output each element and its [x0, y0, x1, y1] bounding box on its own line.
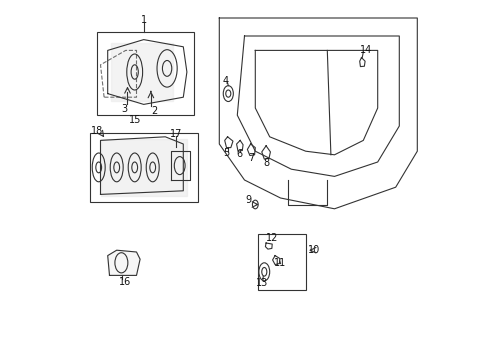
- Text: 13: 13: [255, 278, 267, 288]
- Text: 16: 16: [118, 276, 130, 287]
- Text: 12: 12: [265, 233, 278, 243]
- Bar: [97, 32, 194, 115]
- Bar: [257, 234, 306, 290]
- Text: 3: 3: [121, 104, 127, 114]
- Text: 9: 9: [244, 195, 251, 205]
- Text: 10: 10: [307, 245, 320, 255]
- Text: 8: 8: [263, 158, 269, 168]
- Text: 15: 15: [128, 114, 141, 125]
- Text: 1: 1: [141, 15, 147, 25]
- Text: 6: 6: [236, 149, 242, 159]
- Text: 4: 4: [222, 76, 228, 86]
- Text: 17: 17: [169, 129, 182, 139]
- Text: 18: 18: [91, 126, 103, 136]
- Polygon shape: [107, 250, 140, 275]
- Text: 14: 14: [359, 45, 371, 55]
- Text: 5: 5: [223, 148, 229, 158]
- Bar: [89, 133, 197, 202]
- Text: 7: 7: [247, 153, 254, 163]
- Text: 11: 11: [274, 258, 286, 268]
- Text: 2: 2: [151, 105, 157, 116]
